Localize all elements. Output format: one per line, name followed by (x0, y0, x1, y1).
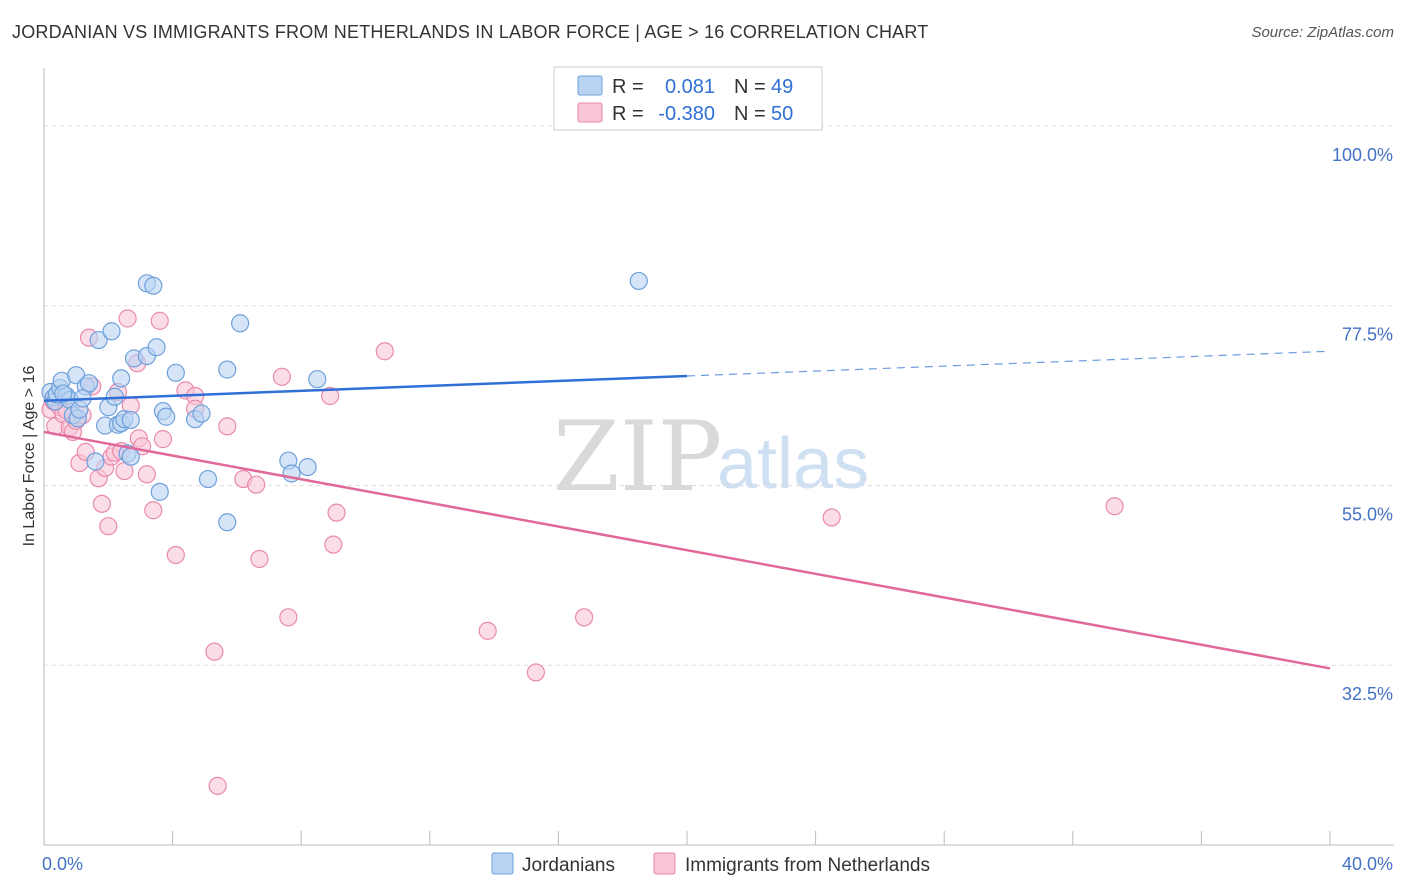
jordanians-point-32 (150, 482, 169, 501)
source-credit: Source: ZipAtlas.com (1251, 24, 1394, 41)
netherlands-point-51 (1105, 497, 1124, 516)
netherlands-point-42 (279, 608, 298, 627)
jordanians-point-41 (231, 314, 250, 333)
jordanians-point-35 (166, 363, 185, 382)
netherlands-point-39 (247, 475, 266, 494)
netherlands-point-41 (272, 367, 292, 386)
netherlands-point-17 (99, 517, 118, 536)
netherlands-point-49 (575, 608, 594, 627)
legend-r-value-1: 0.081 (665, 76, 715, 98)
jordanians-point-45 (308, 370, 327, 389)
netherlands-point-37 (218, 417, 237, 436)
legend-r-value-2: -0.380 (658, 103, 715, 125)
netherlands-point-29 (144, 501, 163, 520)
jordanians-point-46 (629, 271, 648, 291)
netherlands-point-23 (118, 309, 137, 328)
trend-lines (43, 350, 1331, 670)
jordanians-point-26 (121, 410, 140, 430)
legend-swatch-netherlands (577, 102, 603, 123)
axes (43, 68, 1394, 846)
netherlands-point-44 (324, 535, 343, 554)
bottom-legend-swatch-jordanians (491, 852, 514, 875)
netherlands-point-50 (822, 508, 841, 527)
y-tick-labels: 32.5% 55.0% 77.5% 100.0% (1332, 145, 1393, 704)
jordanians-point-14 (86, 452, 105, 471)
legend-n-value-1: 49 (771, 76, 793, 98)
jordanians-point-47 (54, 384, 73, 403)
series-netherlands-points (41, 309, 1124, 795)
stats-legend: R = 0.081 N = 49 R = -0.380 N = 50 (553, 66, 823, 131)
legend-n-label-2: N = (734, 103, 766, 125)
netherlands-point-36 (205, 642, 224, 661)
jordanians-point-13 (79, 374, 99, 393)
jordanians-point-30 (144, 276, 163, 295)
netherlands-point-52 (208, 776, 227, 795)
netherlands-trend-line (43, 430, 1331, 670)
netherlands-point-45 (327, 503, 346, 522)
x-tick-label-1: 40.0% (1342, 854, 1393, 874)
bottom-legend-label-netherlands: Immigrants from Netherlands (685, 855, 930, 876)
jordanians-point-15 (89, 330, 108, 350)
bottom-legend-label-jordanians: Jordanians (522, 855, 615, 876)
x-tick-labels: 0.0% 40.0% (42, 854, 1393, 874)
jordanians-point-44 (298, 457, 317, 477)
y-tick-label-2: 77.5% (1342, 325, 1393, 345)
netherlands-point-43 (321, 386, 340, 406)
jordanians-point-18 (102, 322, 121, 341)
jordanians-point-40 (218, 360, 237, 379)
netherlands-point-40 (250, 549, 269, 569)
series-legend: Jordanians Immigrants from Netherlands (491, 852, 930, 876)
legend-n-label-1: N = (734, 76, 766, 98)
netherlands-point-30 (150, 311, 169, 330)
jordanians-point-25 (121, 447, 140, 466)
y-tick-label-0: 32.5% (1342, 684, 1393, 704)
y-tick-label-1: 55.0% (1342, 504, 1393, 524)
chart-title: JORDANIAN VS IMMIGRANTS FROM NETHERLANDS… (12, 22, 929, 42)
jordanians-point-34 (157, 407, 176, 426)
jordanians-point-39 (218, 513, 237, 532)
jordanians-point-38 (198, 469, 218, 489)
x-tick-label-0: 0.0% (42, 854, 83, 874)
legend-swatch-jordanians (577, 75, 603, 96)
bottom-legend-swatch-netherlands (653, 852, 676, 875)
y-tick-label-3: 100.0% (1332, 145, 1393, 165)
y-axis-title: In Labor Force | Age > 16 (21, 366, 38, 547)
netherlands-point-47 (478, 621, 497, 640)
netherlands-point-32 (166, 545, 185, 565)
netherlands-point-31 (153, 430, 173, 449)
watermark-zip: ZIP (553, 401, 722, 513)
jordanians-point-22 (112, 369, 131, 388)
jordanians-trend-extension (686, 350, 1331, 377)
series-jordanians-points (41, 271, 648, 532)
watermark-atlas: atlas (717, 424, 869, 504)
legend-n-value-2: 50 (771, 103, 793, 125)
netherlands-point-46 (375, 342, 394, 361)
legend-r-label-1: R = (612, 76, 644, 98)
gridlines (44, 125, 1394, 666)
netherlands-point-15 (92, 494, 111, 513)
jordanians-point-37 (192, 404, 211, 423)
netherlands-point-28 (137, 465, 156, 484)
legend-r-label-2: R = (612, 103, 644, 125)
netherlands-point-48 (526, 663, 545, 682)
jordanians-trend-line (43, 374, 688, 403)
jordanians-point-31 (147, 338, 166, 357)
